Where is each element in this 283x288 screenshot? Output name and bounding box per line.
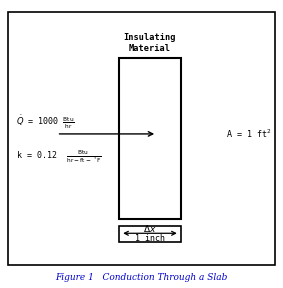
Bar bbox=[119, 226, 181, 242]
Text: $\Delta x$: $\Delta x$ bbox=[143, 223, 157, 234]
Text: A = 1 ft$^{2}$: A = 1 ft$^{2}$ bbox=[226, 128, 272, 140]
Bar bbox=[119, 58, 181, 219]
Text: Insulating: Insulating bbox=[124, 33, 176, 42]
Bar bbox=[8, 12, 275, 265]
Text: Material: Material bbox=[129, 44, 171, 53]
Text: $\dot{Q}$ = 1000 $\mathsf{\frac{Btu}{hr}}$: $\dot{Q}$ = 1000 $\mathsf{\frac{Btu}{hr}… bbox=[16, 113, 74, 131]
Text: Figure 1   Conduction Through a Slab: Figure 1 Conduction Through a Slab bbox=[55, 273, 228, 283]
Text: k = 0.12  $\mathsf{\frac{Btu}{hr-ft-\ ^{\circ}F}}$: k = 0.12 $\mathsf{\frac{Btu}{hr-ft-\ ^{\… bbox=[16, 149, 101, 165]
Text: 1 inch: 1 inch bbox=[135, 234, 165, 243]
